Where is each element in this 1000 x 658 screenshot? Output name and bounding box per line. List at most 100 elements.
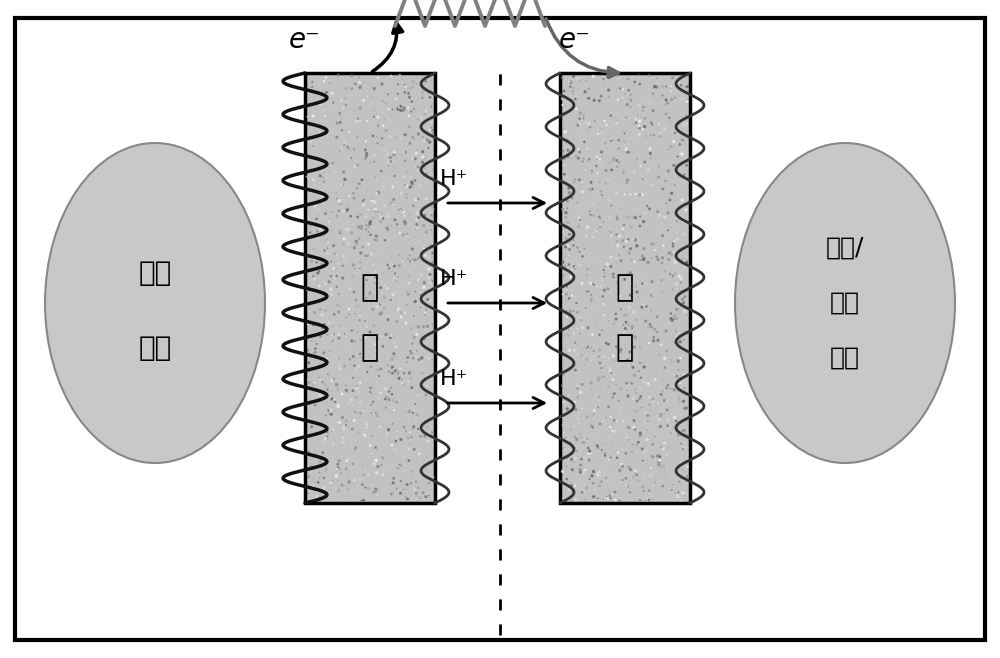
Point: [575, 437, 591, 447]
Point: [648, 163, 664, 173]
Point: [644, 240, 660, 250]
Point: [640, 97, 656, 107]
Point: [400, 433, 416, 443]
Point: [370, 207, 386, 217]
Point: [679, 430, 695, 440]
Point: [374, 343, 390, 354]
Point: [380, 89, 396, 99]
Point: [405, 201, 421, 211]
Point: [306, 191, 322, 202]
Point: [422, 277, 438, 288]
Point: [628, 189, 644, 199]
Point: [598, 165, 614, 176]
Point: [358, 211, 374, 222]
Point: [368, 455, 384, 466]
Point: [401, 269, 417, 280]
Point: [637, 121, 653, 132]
Point: [579, 286, 595, 297]
Point: [584, 184, 600, 194]
Point: [425, 204, 441, 215]
Point: [595, 146, 611, 157]
Point: [564, 264, 580, 274]
Point: [645, 494, 661, 505]
Point: [336, 167, 352, 178]
Point: [366, 405, 382, 415]
Point: [383, 71, 399, 82]
Point: [677, 403, 693, 414]
Point: [561, 293, 577, 303]
Point: [353, 377, 369, 388]
Point: [336, 234, 352, 244]
Point: [655, 214, 671, 224]
Point: [419, 422, 435, 433]
Point: [558, 207, 574, 218]
Point: [555, 464, 571, 474]
Point: [618, 480, 634, 490]
Point: [656, 124, 672, 134]
Point: [645, 280, 661, 290]
Point: [337, 195, 353, 205]
Point: [565, 143, 581, 154]
Point: [409, 219, 425, 230]
Point: [604, 438, 620, 448]
Point: [593, 91, 609, 101]
Point: [660, 225, 676, 236]
Point: [311, 281, 327, 291]
Point: [627, 235, 643, 245]
Point: [367, 197, 383, 208]
Point: [417, 307, 433, 318]
Point: [324, 426, 340, 436]
Point: [352, 263, 368, 273]
Point: [332, 145, 348, 156]
Point: [418, 105, 434, 116]
Point: [603, 393, 619, 404]
Point: [603, 261, 619, 272]
Point: [671, 397, 687, 407]
Point: [571, 311, 587, 322]
Point: [299, 285, 315, 295]
Point: [645, 325, 661, 336]
Point: [409, 211, 425, 222]
Point: [368, 179, 384, 190]
Point: [573, 159, 589, 169]
Point: [565, 103, 581, 113]
Point: [399, 228, 415, 239]
Point: [331, 299, 347, 309]
Point: [660, 97, 676, 108]
Point: [316, 483, 332, 494]
Point: [579, 264, 595, 274]
Point: [660, 380, 676, 390]
Point: [352, 315, 368, 325]
Point: [425, 130, 441, 141]
Point: [351, 395, 367, 406]
Point: [653, 219, 669, 230]
Point: [584, 232, 600, 242]
Point: [674, 135, 690, 145]
Point: [309, 170, 325, 180]
Point: [402, 247, 418, 258]
Point: [654, 258, 670, 268]
Point: [336, 239, 352, 249]
Point: [388, 455, 404, 465]
Point: [556, 78, 572, 88]
Point: [670, 356, 686, 367]
Point: [385, 259, 401, 270]
Point: [614, 457, 630, 468]
Point: [645, 82, 661, 92]
Point: [570, 242, 586, 253]
Point: [408, 488, 424, 499]
Point: [319, 330, 335, 340]
Point: [413, 270, 429, 280]
Point: [603, 241, 619, 251]
Point: [380, 157, 396, 167]
Point: [409, 382, 425, 392]
Point: [388, 436, 404, 447]
Point: [606, 272, 622, 282]
Point: [402, 284, 418, 295]
Point: [389, 369, 405, 380]
Point: [657, 353, 673, 364]
Point: [321, 216, 337, 227]
Point: [608, 453, 624, 463]
Point: [330, 401, 346, 412]
Point: [336, 239, 352, 249]
